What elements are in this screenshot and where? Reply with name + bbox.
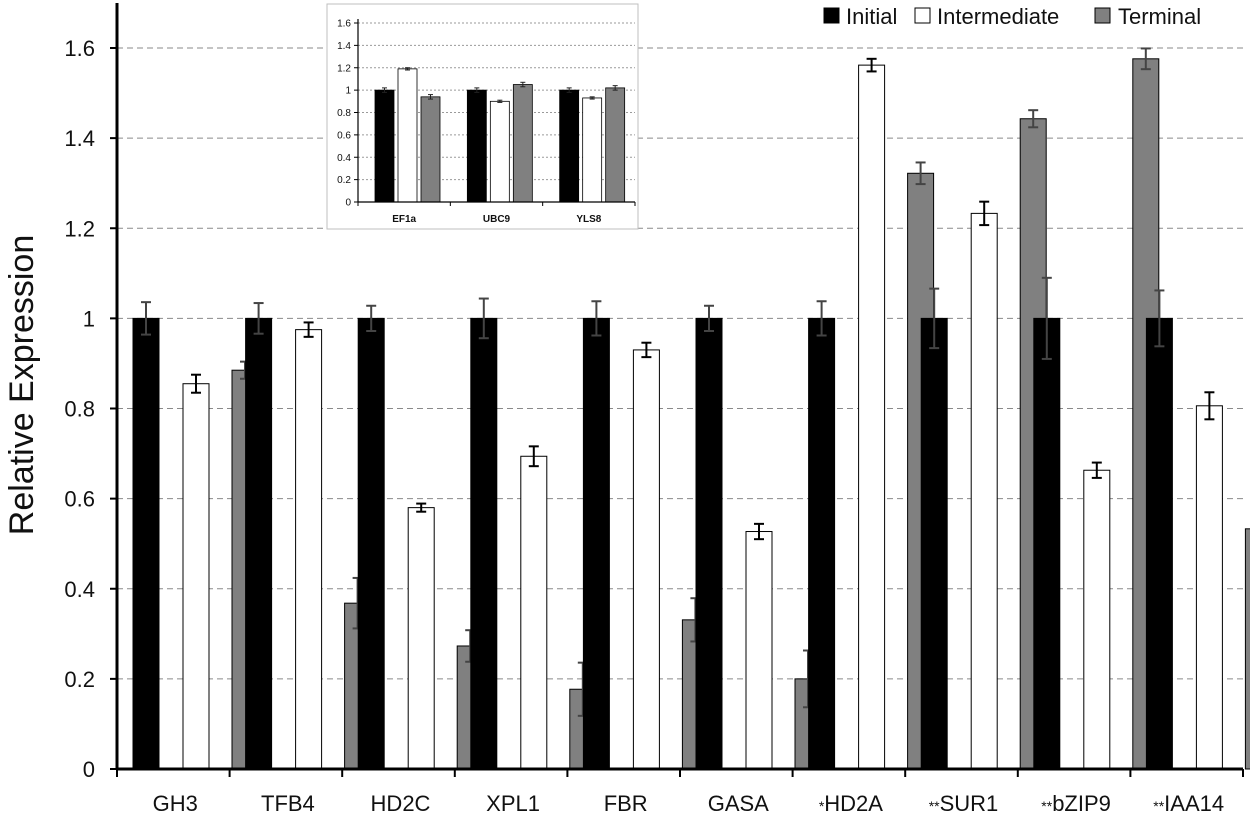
inset-bar-terminal-yls8 [605, 87, 626, 203]
bar-initial-gh3 [132, 317, 160, 770]
bar-intermediate-fbr [632, 349, 660, 770]
inset-category-label: EF1a [392, 214, 416, 225]
legend-swatch-intermediate [914, 7, 931, 24]
inset-y-tick-label: 0.6 [337, 130, 351, 141]
inset-y-tick-label: 1.2 [337, 63, 351, 74]
x-category-label: HD2C [371, 791, 431, 816]
bar-initial-sur1 [920, 317, 948, 770]
x-category-label: GH3 [153, 791, 198, 816]
inset-bar-terminal-ef1a [420, 96, 441, 203]
bar-intermediate-bzip9 [1083, 469, 1111, 770]
y-tick-label: 0.8 [64, 397, 95, 422]
inset-bar-terminal-ubc9 [512, 84, 533, 203]
inset-y-tick-label: 0.4 [337, 153, 351, 164]
bar-initial-bzip9 [1033, 317, 1061, 770]
inset-y-tick-label: 0.8 [337, 108, 351, 119]
inset-bar-initial-ubc9 [466, 89, 487, 203]
inset-bar-initial-ef1a [374, 89, 395, 203]
inset-y-tick-label: 1.6 [337, 19, 351, 30]
x-category-label: XPL1 [486, 791, 540, 816]
y-tick-label: 1.4 [64, 126, 95, 151]
y-tick-label: 1.6 [64, 36, 95, 61]
y-tick-label: 0 [83, 757, 95, 782]
bar-initial-gasa [695, 317, 723, 770]
y-tick-label: 0.6 [64, 487, 95, 512]
y-axis-title: Relative Expression [3, 235, 41, 535]
inset-bar-initial-yls8 [559, 89, 580, 203]
x-category-label: **SUR1 [929, 791, 999, 816]
x-category-label: TFB4 [261, 791, 315, 816]
bar-initial-hd2c [357, 317, 385, 770]
y-tick-label: 0.2 [64, 667, 95, 692]
legend-label-initial: Initial [846, 4, 897, 29]
inset-y-tick-label: 0 [345, 198, 351, 209]
inset-y-tick-label: 1.4 [337, 41, 351, 52]
y-tick-label: 1 [83, 306, 95, 331]
bar-initial-iaa14 [1145, 317, 1173, 770]
legend-label-terminal: Terminal [1118, 4, 1201, 29]
bar-initial-tfb4 [245, 317, 273, 770]
inset-bar-intermediate-yls8 [582, 97, 603, 203]
inset-bar-intermediate-ef1a [397, 68, 418, 203]
bar-terminal-iaa14 [1244, 528, 1250, 770]
inset-y-tick-label: 1 [345, 86, 351, 97]
legend-swatch-terminal [1094, 7, 1111, 24]
bar-intermediate-iaa14 [1195, 405, 1223, 770]
bar-intermediate-gh3 [182, 383, 210, 770]
bar-intermediate-gasa [745, 531, 773, 770]
x-category-label: GASA [708, 791, 769, 816]
x-category-label: FBR [604, 791, 648, 816]
x-category-label: **IAA14 [1153, 791, 1224, 816]
bar-intermediate-hd2c [407, 507, 435, 770]
x-category-label: *HD2A [819, 791, 883, 816]
x-category-label: **bZIP9 [1041, 791, 1111, 816]
y-tick-label: 1.2 [64, 216, 95, 241]
inset-y-tick-label: 0.2 [337, 175, 351, 186]
inset-category-label: YLS8 [576, 214, 601, 225]
y-tick-label: 0.4 [64, 577, 95, 602]
bar-intermediate-hd2a [858, 64, 886, 770]
bar-initial-xpl1 [470, 317, 498, 770]
bar-intermediate-tfb4 [295, 329, 323, 770]
inset-bar-intermediate-ubc9 [489, 100, 510, 203]
bar-initial-hd2a [808, 317, 836, 770]
bar-intermediate-xpl1 [520, 455, 548, 770]
legend-swatch-initial [823, 7, 840, 24]
bar-intermediate-sur1 [970, 212, 998, 770]
legend-label-intermediate: Intermediate [937, 4, 1059, 29]
bar-initial-fbr [582, 317, 610, 770]
inset-category-label: UBC9 [483, 214, 511, 225]
